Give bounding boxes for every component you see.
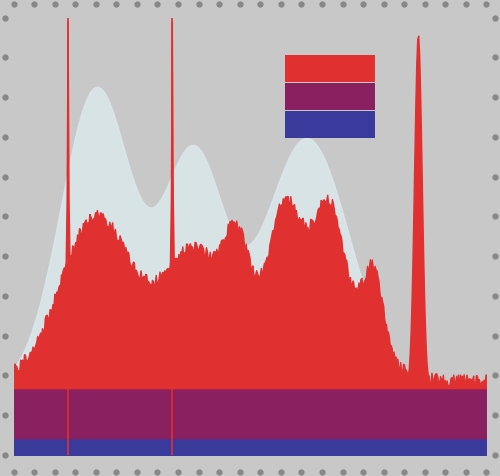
FancyBboxPatch shape <box>286 55 376 82</box>
FancyBboxPatch shape <box>286 111 376 138</box>
FancyBboxPatch shape <box>286 83 376 110</box>
